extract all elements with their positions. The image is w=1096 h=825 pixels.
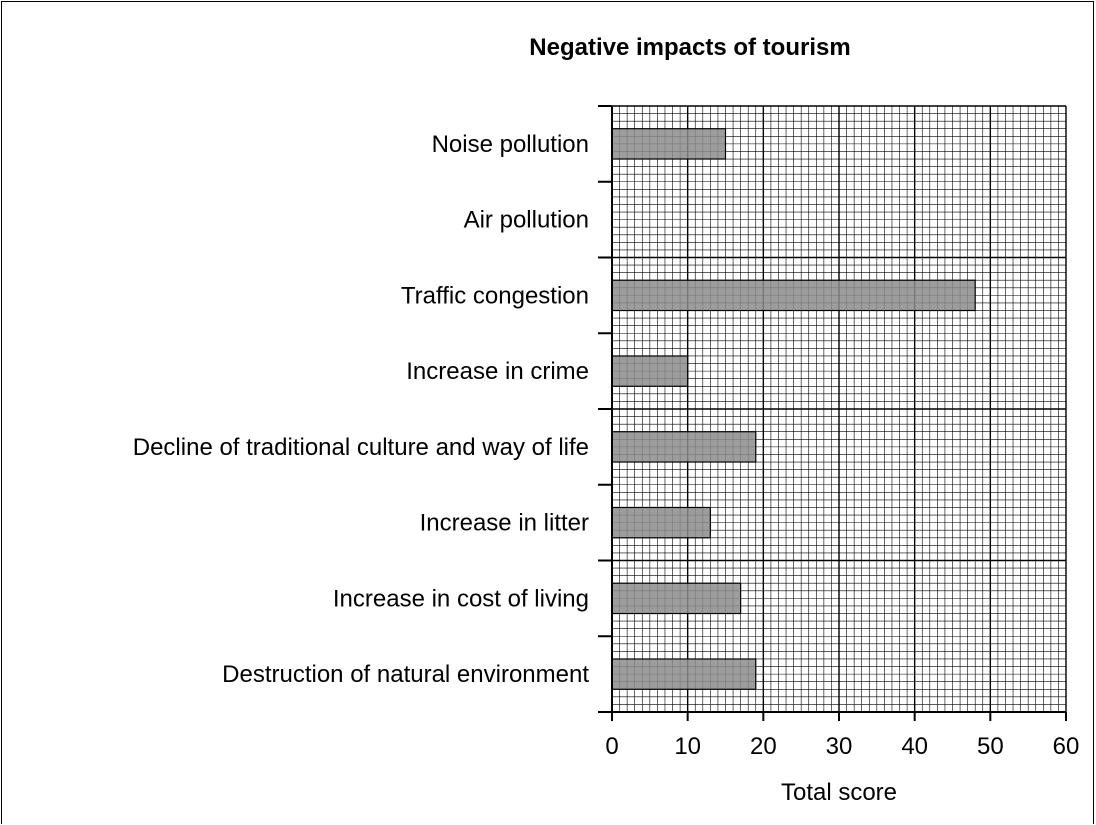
x-tick-label: 40 — [901, 733, 928, 760]
grid — [611, 105, 1067, 713]
category-label: Decline of traditional culture and way o… — [133, 434, 589, 461]
chart-title: Negative impacts of tourism — [529, 34, 850, 61]
bar — [611, 431, 757, 463]
category-label: Destruction of natural environment — [222, 661, 589, 688]
axes — [598, 105, 1067, 721]
category-label: Air pollution — [464, 207, 589, 234]
category-labels: Noise pollution Air pollution Traffic cong… — [133, 131, 590, 688]
x-tick-label: 0 — [605, 733, 618, 760]
bar — [611, 506, 711, 539]
x-tick-label: 20 — [750, 733, 777, 760]
bar — [611, 128, 727, 160]
category-label: Increase in cost of living — [333, 585, 589, 612]
x-tick-label: 30 — [826, 733, 853, 760]
x-tick-label: 50 — [977, 733, 1004, 760]
category-label: Noise pollution — [432, 131, 589, 158]
x-axis-title: Total score — [781, 779, 897, 806]
x-tick-label: 60 — [1053, 733, 1080, 760]
bar — [611, 279, 976, 312]
bar — [611, 355, 689, 387]
x-tick-labels: 0 10 20 30 40 50 60 — [605, 733, 1079, 760]
bar — [611, 582, 742, 615]
x-tick-label: 10 — [674, 733, 701, 760]
bar — [611, 658, 757, 690]
bars — [611, 128, 976, 690]
category-label: Increase in crime — [406, 358, 589, 385]
category-label: Traffic congestion — [401, 282, 589, 309]
category-label: Increase in litter — [420, 510, 589, 537]
